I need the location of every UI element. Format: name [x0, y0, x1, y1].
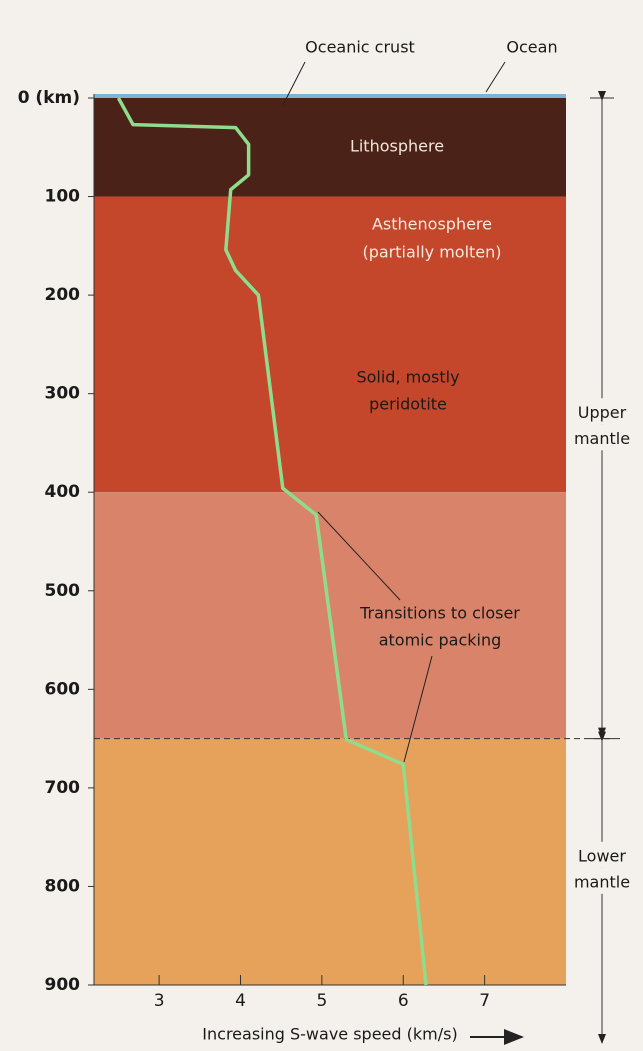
x-tick-label: 7 — [479, 991, 490, 1011]
note-label: peridotite — [369, 395, 447, 414]
x-tick-label: 5 — [316, 991, 327, 1011]
x-tick-label: 6 — [398, 991, 409, 1011]
note-label: Transitions to closer — [359, 604, 520, 623]
x-tick-label: 3 — [154, 991, 165, 1011]
leader — [403, 655, 433, 763]
x-axis-label: Increasing S-wave speed (km/s) — [202, 1025, 457, 1044]
surface-label: Ocean — [506, 38, 557, 57]
layer-label: Asthenosphere — [372, 215, 492, 234]
mantle-label: Lower — [578, 846, 626, 865]
note-label: atomic packing — [379, 631, 502, 650]
y-tick-label: 0 (km) — [18, 88, 80, 108]
y-tick-label: 200 — [45, 285, 81, 305]
speed-line — [116, 97, 428, 986]
mantle-label: Upper — [578, 403, 627, 422]
label-bg — [572, 841, 632, 868]
y-tick-label: 100 — [45, 187, 81, 207]
layer-label: Lithosphere — [350, 137, 444, 156]
label-bg — [572, 867, 632, 894]
y-tick-label: 600 — [45, 679, 81, 699]
leader — [485, 61, 506, 93]
layer — [94, 738, 566, 985]
y-tick-label: 300 — [45, 384, 81, 404]
leader — [282, 61, 306, 106]
ocean — [94, 94, 566, 98]
layer — [94, 98, 566, 197]
y-tick-label: 400 — [45, 482, 81, 502]
layer-label: (partially molten) — [362, 243, 501, 262]
label-bg — [572, 424, 632, 451]
leader — [317, 511, 401, 601]
y-tick-label: 800 — [45, 876, 81, 896]
layer — [94, 196, 566, 493]
label-bg — [572, 398, 632, 425]
y-tick-label: 700 — [45, 778, 81, 798]
surface-label: Oceanic crust — [305, 38, 415, 57]
mantle-label: mantle — [574, 429, 630, 448]
y-tick-label: 500 — [45, 581, 81, 601]
y-tick-label: 900 — [45, 975, 81, 995]
note-label: Solid, mostly — [356, 368, 459, 387]
mantle-label: mantle — [574, 872, 630, 891]
x-tick-label: 4 — [235, 991, 246, 1011]
